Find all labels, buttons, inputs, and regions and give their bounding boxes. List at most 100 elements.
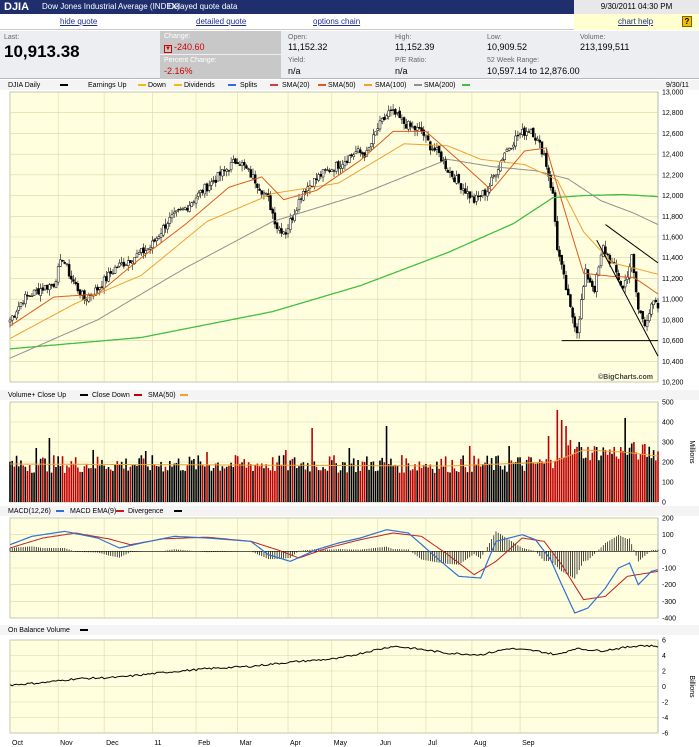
price-candle bbox=[72, 279, 75, 282]
volume-bar bbox=[118, 463, 121, 502]
volume-bar bbox=[147, 466, 149, 502]
price-candle bbox=[580, 299, 583, 319]
sma50-line bbox=[9, 143, 659, 339]
volume-bar bbox=[567, 445, 570, 502]
help-icon[interactable]: ? bbox=[682, 16, 692, 27]
volume-bar bbox=[420, 468, 423, 502]
price-candle bbox=[615, 264, 618, 273]
volume-bar bbox=[109, 469, 112, 502]
volume-bar bbox=[639, 454, 642, 502]
volume-bar bbox=[344, 462, 346, 502]
price-ytick-label: 10,600 bbox=[662, 338, 684, 345]
volume-bar bbox=[422, 464, 425, 502]
volume-bar bbox=[390, 458, 392, 502]
price-candle bbox=[13, 316, 16, 318]
volume-bar bbox=[407, 463, 410, 502]
volume-bar bbox=[490, 458, 493, 502]
price-candle bbox=[628, 266, 631, 279]
volume-bar bbox=[131, 465, 134, 502]
volume-bar bbox=[455, 471, 458, 502]
price-candle bbox=[286, 228, 290, 234]
detailed-quote-link[interactable]: detailed quote bbox=[196, 17, 247, 26]
volume-bar bbox=[193, 458, 195, 502]
price-candle bbox=[205, 183, 209, 192]
volume-bar bbox=[442, 466, 445, 502]
price-candle bbox=[391, 109, 395, 111]
volume-legend-strip bbox=[0, 390, 699, 400]
price-candle bbox=[76, 283, 80, 292]
price-candle bbox=[221, 169, 224, 177]
obv-ytick-label: -2 bbox=[662, 700, 668, 707]
price-candle bbox=[341, 164, 345, 169]
price-candle bbox=[556, 221, 559, 251]
price-candle bbox=[264, 193, 268, 195]
price-candle bbox=[356, 148, 360, 153]
volume-bar bbox=[232, 467, 235, 502]
hide-quote-link[interactable]: hide quote bbox=[60, 17, 98, 26]
obv-ytick-label: 6 bbox=[662, 638, 666, 645]
price-candle bbox=[30, 295, 34, 298]
volume-bar bbox=[322, 467, 324, 502]
volume-bar bbox=[622, 450, 624, 502]
delay-note: Delayed quote data bbox=[168, 2, 238, 11]
link-bar: hide quote detailed quote options chain … bbox=[0, 14, 699, 30]
price-candle bbox=[129, 260, 132, 264]
price-candle bbox=[175, 210, 178, 213]
chart-help-link[interactable]: chart help bbox=[618, 17, 654, 26]
volume-bar bbox=[250, 464, 252, 502]
price-candle bbox=[378, 120, 382, 130]
volume-bar bbox=[331, 460, 333, 502]
price-candle bbox=[317, 174, 320, 181]
price-candle bbox=[643, 319, 647, 327]
price-legend-item: DJIA Daily bbox=[8, 82, 41, 89]
volume-bar bbox=[112, 470, 114, 502]
volume-ytick-label: 200 bbox=[662, 460, 674, 467]
volume-bar bbox=[560, 420, 563, 502]
volume-bar bbox=[214, 463, 217, 502]
options-chain-link[interactable]: options chain bbox=[313, 17, 361, 26]
watermark: ©BigCharts.com bbox=[598, 373, 653, 381]
volume-bar bbox=[493, 470, 495, 502]
price-ytick-label: 11,600 bbox=[662, 235, 683, 242]
volume-bar bbox=[409, 470, 412, 502]
price-candle bbox=[98, 287, 102, 290]
price-candle bbox=[299, 198, 303, 200]
volume-bar bbox=[341, 462, 344, 502]
volume-bar bbox=[414, 464, 416, 502]
volume-bar bbox=[617, 458, 620, 502]
price-candle bbox=[380, 118, 384, 122]
volume-bar bbox=[153, 464, 156, 502]
price-candle bbox=[470, 195, 474, 198]
macd-ytick-label: -400 bbox=[662, 616, 676, 623]
volume-bar bbox=[44, 458, 46, 502]
price-candle bbox=[238, 164, 242, 166]
price-ytick-label: 11,800 bbox=[662, 214, 683, 221]
macd-ytick-label: -200 bbox=[662, 582, 676, 589]
price-candle bbox=[339, 166, 342, 169]
price-candle bbox=[50, 284, 53, 286]
volume-bar bbox=[186, 465, 189, 502]
price-candle bbox=[634, 271, 638, 293]
price-candle bbox=[584, 268, 588, 287]
price-ytick-label: 12,800 bbox=[662, 110, 684, 117]
volume-bar bbox=[326, 470, 329, 502]
price-candle bbox=[280, 228, 283, 234]
price-ytick-label: 12,200 bbox=[662, 172, 684, 179]
volume-bar bbox=[416, 470, 418, 502]
volume-bar bbox=[37, 465, 40, 502]
price-candle bbox=[140, 248, 143, 253]
volume-bar bbox=[184, 470, 186, 502]
volume-bar bbox=[403, 472, 405, 502]
price-candle bbox=[111, 272, 115, 275]
pe-value: n/a bbox=[395, 66, 408, 76]
price-candle bbox=[26, 294, 29, 297]
price-candle bbox=[343, 161, 347, 166]
price-candle bbox=[485, 191, 489, 197]
price-candle bbox=[172, 211, 176, 214]
price-candle bbox=[159, 233, 163, 238]
price-candle bbox=[218, 171, 222, 176]
volume-bar bbox=[394, 464, 397, 502]
price-candle bbox=[551, 186, 555, 194]
volume-label: Volume: bbox=[580, 34, 606, 41]
macd-ytick-label: 100 bbox=[662, 532, 674, 539]
